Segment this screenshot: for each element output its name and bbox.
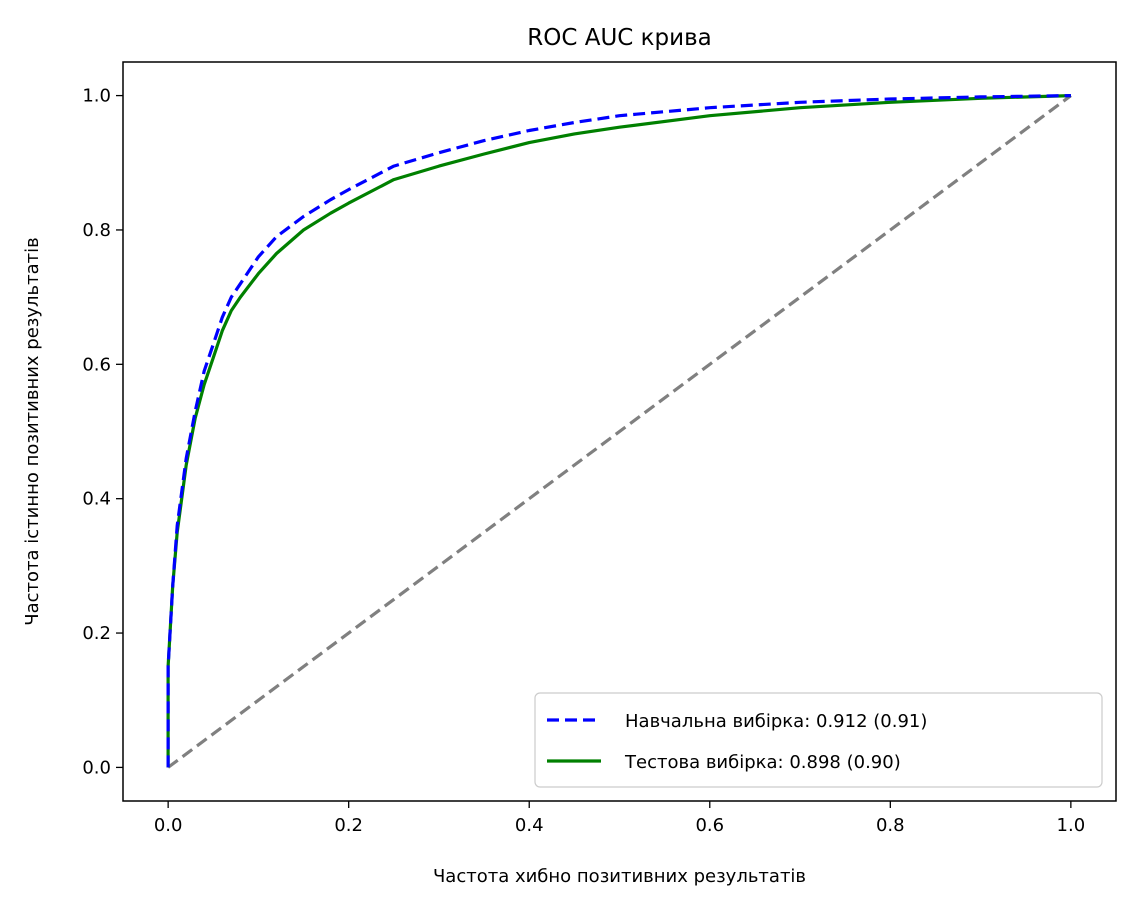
y-tick-label: 0.2	[82, 623, 111, 644]
train-roc-line	[166, 94, 1071, 768]
x-tick-label: 0.0	[154, 815, 183, 836]
y-tick-label: 0.6	[82, 354, 111, 375]
y-tick-label: 0.8	[82, 220, 111, 241]
legend-box	[534, 692, 1103, 788]
axes-frame	[122, 61, 1117, 802]
x-axis-label: Частота хибно позитивних результатів	[433, 866, 806, 887]
y-tick-label: 1.0	[82, 86, 111, 107]
legend-label: Навчальна вибірка: 0.912 (0.91)	[625, 711, 927, 732]
x-tick-label: 0.4	[515, 815, 544, 836]
x-tick-label: 0.2	[334, 815, 363, 836]
legend: Навчальна вибірка: 0.912 (0.91) Тестова в…	[534, 692, 1103, 788]
y-axis: 0.0 0.2 0.4 0.6 0.8 1.0	[82, 86, 123, 778]
chart-title: ROC AUC крива	[527, 25, 711, 51]
plot-area	[166, 94, 1072, 769]
x-tick-label: 0.6	[695, 815, 724, 836]
x-tick-label: 0.8	[876, 815, 905, 836]
x-axis: 0.0 0.2 0.4 0.6 0.8 1.0	[154, 801, 1085, 836]
y-tick-label: 0.4	[82, 489, 111, 510]
test-roc-line	[166, 94, 1071, 768]
y-axis-label: Частота істинно позитивних результатів	[22, 237, 43, 626]
x-tick-label: 1.0	[1057, 815, 1086, 836]
legend-label: Тестова вибірка: 0.898 (0.90)	[624, 752, 901, 773]
y-tick-label: 0.0	[82, 757, 111, 778]
chance-diagonal-line	[167, 94, 1072, 769]
